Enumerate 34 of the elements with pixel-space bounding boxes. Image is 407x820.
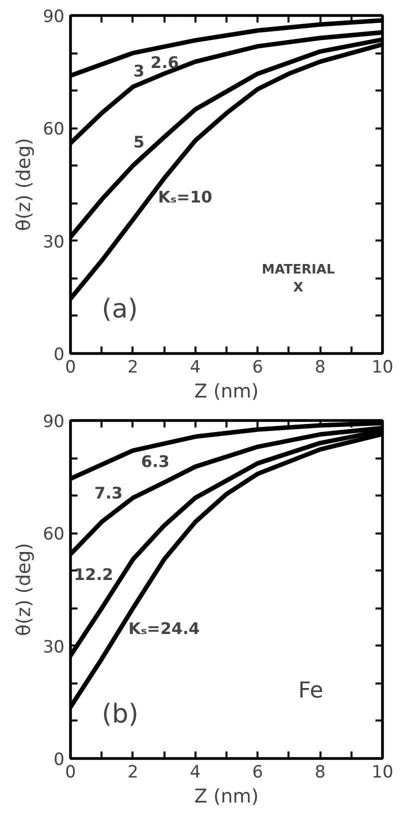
y-tick-label: 60 (42, 524, 65, 545)
annotation: (b) (102, 700, 138, 730)
x-tick-label: 6 (252, 358, 264, 378)
y-tick-label: 30 (42, 637, 65, 658)
series-label: 6.3 (141, 452, 170, 472)
series-label: 12.2 (74, 564, 114, 584)
y-tick-label: 60 (42, 120, 65, 140)
annotation: MATERIAL X (262, 262, 335, 296)
x-tick-label: 10 (372, 762, 394, 782)
x-tick-label: 8 (314, 762, 326, 782)
y-tick-label: 90 (42, 412, 65, 432)
y-tick-label: 0 (54, 750, 65, 770)
x-tick-label: 8 (314, 358, 326, 378)
series-label: 3 (133, 61, 145, 80)
series-label: Kₛ=24.4 (128, 619, 200, 638)
series-label: Kₛ=10 (158, 188, 212, 207)
y-axis-title: θ(z) (deg) (12, 542, 35, 636)
series-label: 5 (133, 132, 145, 152)
y-axis-title: θ(z) (deg) (12, 138, 35, 232)
x-tick-label: 6 (252, 762, 264, 782)
x-axis-title: Z (nm) (194, 380, 259, 402)
y-tick-label: 0 (54, 345, 65, 365)
x-tick-label: 10 (372, 358, 394, 378)
x-tick-label: 2 (127, 762, 138, 782)
series-label: 7.3 (94, 484, 123, 503)
annotation: Fe (298, 678, 324, 704)
x-tick-label: 2 (127, 358, 138, 378)
annotation: (a) (102, 294, 138, 325)
y-tick-label: 90 (42, 7, 65, 27)
x-tick-label: 4 (190, 762, 201, 782)
x-tick-label: 4 (190, 358, 201, 378)
series-label: 2.6 (150, 52, 179, 72)
x-axis-title: Z (nm) (194, 786, 259, 808)
y-tick-label: 30 (42, 232, 65, 252)
